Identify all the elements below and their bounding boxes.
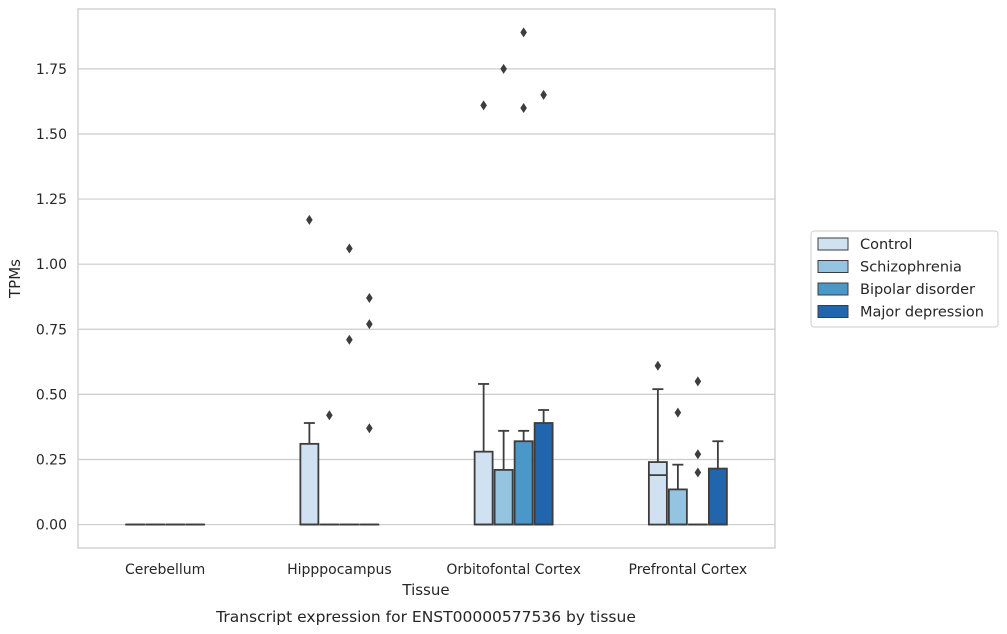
- legend-label: Bipolar disorder: [860, 282, 975, 298]
- x-tick-label: Prefrontal Cortex: [629, 562, 748, 578]
- y-tick-label: 0.50: [36, 387, 67, 403]
- outlier-point: [500, 63, 507, 74]
- outlier-point: [366, 423, 373, 434]
- plot-area-frame: [77, 8, 776, 549]
- outlier-point: [480, 100, 487, 111]
- outlier-point: [346, 243, 353, 254]
- outlier-point: [326, 410, 333, 421]
- box-body: [647, 461, 668, 526]
- outlier-point: [674, 407, 682, 418]
- legend-swatch: [817, 305, 849, 318]
- box-control: [473, 383, 494, 526]
- box-major-depression: [533, 409, 554, 526]
- legend-label: Control: [860, 237, 912, 253]
- legend-swatch: [817, 237, 849, 251]
- box-body: [667, 488, 688, 526]
- x-tick-labels: Cerebellum Hipppocampus Orbitofontal Corte…: [125, 562, 747, 578]
- box-body: [513, 440, 534, 526]
- legend-swatch: [817, 282, 849, 296]
- outlier-point: [694, 467, 702, 478]
- gridlines: [78, 68, 775, 526]
- y-tick-label: 1.00: [36, 257, 67, 273]
- outlier-point: [540, 89, 547, 100]
- y-axis-label: TPMs: [6, 259, 24, 299]
- box-schizophrenia: [493, 429, 514, 526]
- legend: Control Schizophrenia Bipolar disorder Majo…: [810, 230, 999, 328]
- y-tick-label: 0.75: [36, 322, 67, 338]
- x-tick-label: Hipppocampus: [287, 562, 392, 578]
- outlier-point: [520, 27, 527, 38]
- y-tick-label: 0.00: [36, 518, 67, 534]
- box-control: [647, 388, 668, 526]
- box-body: [299, 442, 320, 526]
- box-body: [533, 422, 554, 526]
- x-tick-label: Cerebellum: [125, 562, 205, 578]
- legend-label: Major depression: [860, 305, 984, 321]
- outlier-point: [520, 102, 527, 113]
- y-tick-label: 1.50: [36, 127, 67, 143]
- legend-frame: [810, 230, 999, 328]
- legend-swatch: [817, 260, 849, 273]
- box-bipolar-disorder: [513, 429, 534, 526]
- outlier-point: [694, 449, 702, 460]
- figure-caption: Transcript expression for ENST0000057753…: [215, 608, 636, 626]
- outlier-point: [366, 293, 373, 304]
- box-major-depression: [707, 440, 728, 526]
- y-tick-label: 1.75: [36, 62, 67, 78]
- box-schizophrenia: [667, 463, 688, 526]
- outlier-point: [694, 376, 702, 387]
- outlier-point: [366, 319, 373, 330]
- x-tick-label: Orbitofontal Cortex: [446, 562, 581, 578]
- y-tick-labels: 0.00 0.25 0.50 0.75 1.00 1.25 1.50 1.75: [36, 62, 67, 534]
- legend-label: Schizophrenia: [860, 260, 962, 276]
- outlier-point: [654, 360, 662, 371]
- box-control: [299, 422, 320, 526]
- box-body: [473, 450, 494, 526]
- outlier-point: [346, 334, 353, 345]
- box-body: [707, 467, 728, 526]
- outlier-points: [306, 27, 702, 478]
- boxes: [125, 383, 728, 526]
- y-tick-label: 0.25: [36, 452, 67, 468]
- box-body: [493, 468, 514, 526]
- x-axis-label: Tissue: [401, 581, 449, 599]
- outlier-point: [306, 214, 313, 225]
- y-tick-label: 1.25: [36, 192, 67, 208]
